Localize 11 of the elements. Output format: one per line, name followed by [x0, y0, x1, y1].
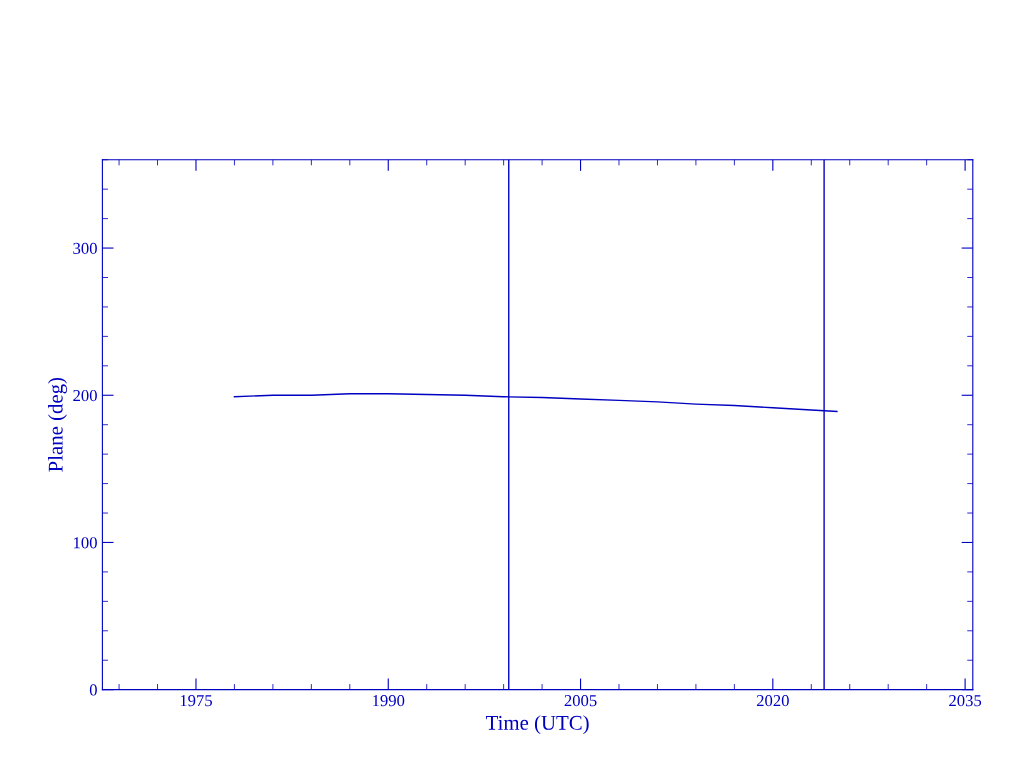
x-tick-label: 1975 — [180, 695, 212, 707]
y-axis-title: Plane (deg) — [48, 377, 67, 472]
x-axis-title: Time (UTC) — [485, 715, 589, 735]
y-tick-label: 0 — [89, 684, 97, 696]
x-tick-label: 2035 — [949, 695, 982, 707]
y-tick-label: 300 — [73, 242, 97, 255]
y-tick-label: 100 — [74, 537, 97, 549]
x-tick-label: 2020 — [756, 695, 789, 707]
y-tick-label: 200 — [73, 389, 97, 402]
x-tick-label: 2005 — [564, 695, 597, 707]
x-tick-label: 1990 — [373, 695, 405, 707]
